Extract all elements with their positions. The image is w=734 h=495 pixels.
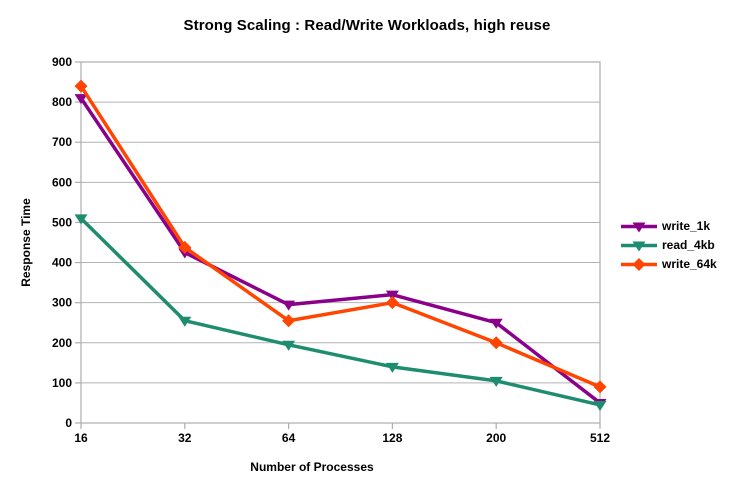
y-tick-label-500: 500 — [52, 215, 72, 229]
y-tick-label-800: 800 — [52, 95, 72, 109]
data-point-write_64k-64 — [282, 314, 296, 328]
y-tick-label-600: 600 — [52, 175, 72, 189]
x-axis-title: Number of Processes — [250, 460, 374, 474]
data-point-read_4kb-128 — [385, 362, 399, 373]
legend-marker-write_64k — [632, 257, 646, 271]
x-tick-label-128: 128 — [382, 431, 402, 445]
x-tick-label-32: 32 — [178, 431, 192, 445]
x-tick-label-200: 200 — [486, 431, 506, 445]
data-point-read_4kb-32 — [178, 316, 192, 327]
y-tick-label-700: 700 — [52, 135, 72, 149]
y-tick-label-200: 200 — [52, 336, 72, 350]
x-tick-label-512: 512 — [590, 431, 610, 445]
legend-line-marker-icon — [621, 241, 657, 251]
legend: write_1k read_4kb write_64k — [621, 219, 717, 271]
data-point-write_64k-128 — [385, 296, 399, 310]
legend-entry-write_64k: write_64k — [621, 257, 717, 271]
y-tick-label-400: 400 — [52, 256, 72, 270]
data-point-write_1k-64 — [282, 300, 296, 311]
legend-label: read_4kb — [662, 238, 715, 252]
legend-marker-read_4kb — [632, 241, 646, 251]
legend-label: write_64k — [662, 257, 717, 271]
data-point-write_64k-200 — [489, 336, 503, 350]
data-point-write_64k-16 — [74, 79, 88, 93]
x-tick-label-16: 16 — [74, 431, 88, 445]
data-point-read_4kb-200 — [489, 376, 503, 387]
legend-line-marker-icon — [621, 257, 657, 271]
legend-entry-read_4kb: read_4kb — [621, 238, 717, 252]
data-point-read_4kb-512 — [593, 400, 607, 411]
data-point-write_64k-512 — [593, 380, 607, 394]
y-axis-title: Response Time — [19, 198, 33, 287]
legend-line-marker-icon — [621, 222, 657, 232]
data-point-write_1k-16 — [74, 94, 88, 105]
legend-label: write_1k — [662, 219, 711, 233]
data-point-write_1k-200 — [489, 318, 503, 329]
plot-border — [80, 61, 601, 424]
series-line-write_1k — [79, 97, 602, 405]
y-tick-label-900: 900 — [52, 55, 72, 69]
data-point-write_1k-128 — [385, 290, 399, 301]
data-point-write_64k-32 — [178, 240, 192, 254]
legend-entry-write_1k: write_1k — [621, 219, 717, 233]
data-point-read_4kb-16 — [74, 214, 88, 225]
series-line-write_64k — [79, 85, 601, 389]
y-tick-label-0: 0 — [65, 416, 72, 430]
y-tick-label-100: 100 — [52, 376, 72, 390]
x-tick-label-64: 64 — [282, 431, 296, 445]
series-line-read_4kb — [79, 217, 601, 407]
chart-title: Strong Scaling : Read/Write Workloads, h… — [183, 17, 551, 34]
legend-marker-write_1k — [632, 222, 646, 232]
y-tick-label-300: 300 — [52, 296, 72, 310]
data-point-read_4kb-64 — [282, 340, 296, 351]
